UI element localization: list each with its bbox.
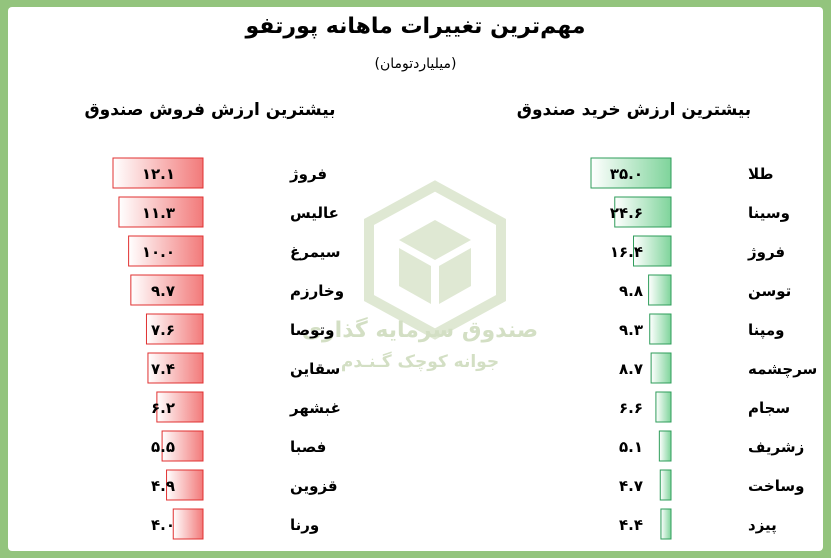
watermark-line1: صندوق سرمایه گذاری <box>301 318 539 343</box>
buy-value-label: ۳۵.۰ <box>610 165 643 183</box>
sell-value-label: ۱۱.۳ <box>142 204 175 222</box>
sell-value-label: ۶.۲ <box>151 399 175 417</box>
buy-bar <box>655 391 672 423</box>
sell-value-label: ۴.۹ <box>151 477 175 495</box>
buy-bar <box>659 469 672 501</box>
sell-category-label: غبشهر <box>289 399 341 417</box>
buy-category-label: پیزد <box>748 516 777 535</box>
buy-category-label: وسینا <box>748 204 790 222</box>
sell-category-label: وتوصا <box>290 321 335 339</box>
buy-bar <box>648 274 672 306</box>
sell-category-label: قزوین <box>290 477 338 495</box>
chart-subtitle: (میلیاردتومان) <box>374 56 457 72</box>
buy-value-label: ۸.۷ <box>619 360 643 378</box>
buy-category-label: ومپنا <box>748 321 785 340</box>
buy-bar <box>590 157 672 189</box>
sell-category-label: سقاین <box>290 360 340 378</box>
sell-bar <box>118 196 204 228</box>
chart-title: مهم‌ترین تغییرات ماهانه پورتفو <box>245 14 586 39</box>
buy-bar <box>633 235 672 267</box>
sell-bar <box>172 508 204 540</box>
sell-value-label: ۷.۶ <box>151 321 175 339</box>
sell-bar <box>147 352 204 384</box>
sell-category-label: ورنا <box>290 516 319 534</box>
sell-category-label: عالیس <box>290 204 339 222</box>
watermark-logo-icon <box>364 180 506 340</box>
buy-category-label: توسن <box>748 282 791 300</box>
sell-panel-title: بیشترین ارزش فروش صندوق <box>84 100 336 120</box>
buy-category-label: زشریف <box>748 438 804 456</box>
buy-value-label: ۹.۸ <box>619 282 643 300</box>
buy-panel-title: بیشترین ارزش خرید صندوق <box>516 100 752 120</box>
sell-category-label: فصبا <box>290 438 326 456</box>
buy-value-label: ۶.۶ <box>619 399 643 417</box>
buy-value-label: ۹.۳ <box>619 321 643 339</box>
buy-bar <box>649 313 672 345</box>
buy-value-label: ۴.۴ <box>619 516 643 534</box>
buy-category-label: فروژ <box>747 243 785 261</box>
sell-category-label: وخارزم <box>290 282 344 300</box>
buy-value-label: ۲۴.۶ <box>610 204 643 222</box>
buy-value-label: ۵.۱ <box>619 438 643 456</box>
sell-value-label: ۱۲.۱ <box>142 165 175 183</box>
buy-category-label: وساخت <box>748 477 804 495</box>
sell-value-label: ۹.۷ <box>151 282 175 300</box>
buy-category-label: سجام <box>748 399 790 417</box>
buy-bar <box>614 196 672 228</box>
sell-bar <box>128 235 204 267</box>
sell-bar <box>161 430 204 462</box>
buy-bar <box>658 430 672 462</box>
buy-value-label: ۴.۷ <box>619 477 643 495</box>
buy-bar <box>660 508 672 540</box>
sell-category-label: فروژ <box>289 165 327 183</box>
buy-category-label: طلا <box>748 165 774 183</box>
sell-value-label: ۱۰.۰ <box>142 243 175 261</box>
sell-value-label: ۵.۵ <box>151 438 175 456</box>
watermark-line2: جوانه کوچک گـنـدم <box>340 352 500 372</box>
buy-category-label: سرچشمه <box>748 360 817 379</box>
sell-bar <box>112 157 204 189</box>
sell-value-label: ۷.۴ <box>151 360 175 378</box>
sell-bar <box>156 391 204 423</box>
buy-value-label: ۱۶.۴ <box>610 243 643 261</box>
sell-bar <box>130 274 204 306</box>
sell-bar <box>145 313 204 345</box>
sell-category-label: سیمرغ <box>290 243 341 261</box>
buy-bar <box>650 352 672 384</box>
sell-value-label: ۴.۰ <box>151 516 175 534</box>
sell-bar <box>166 469 204 501</box>
